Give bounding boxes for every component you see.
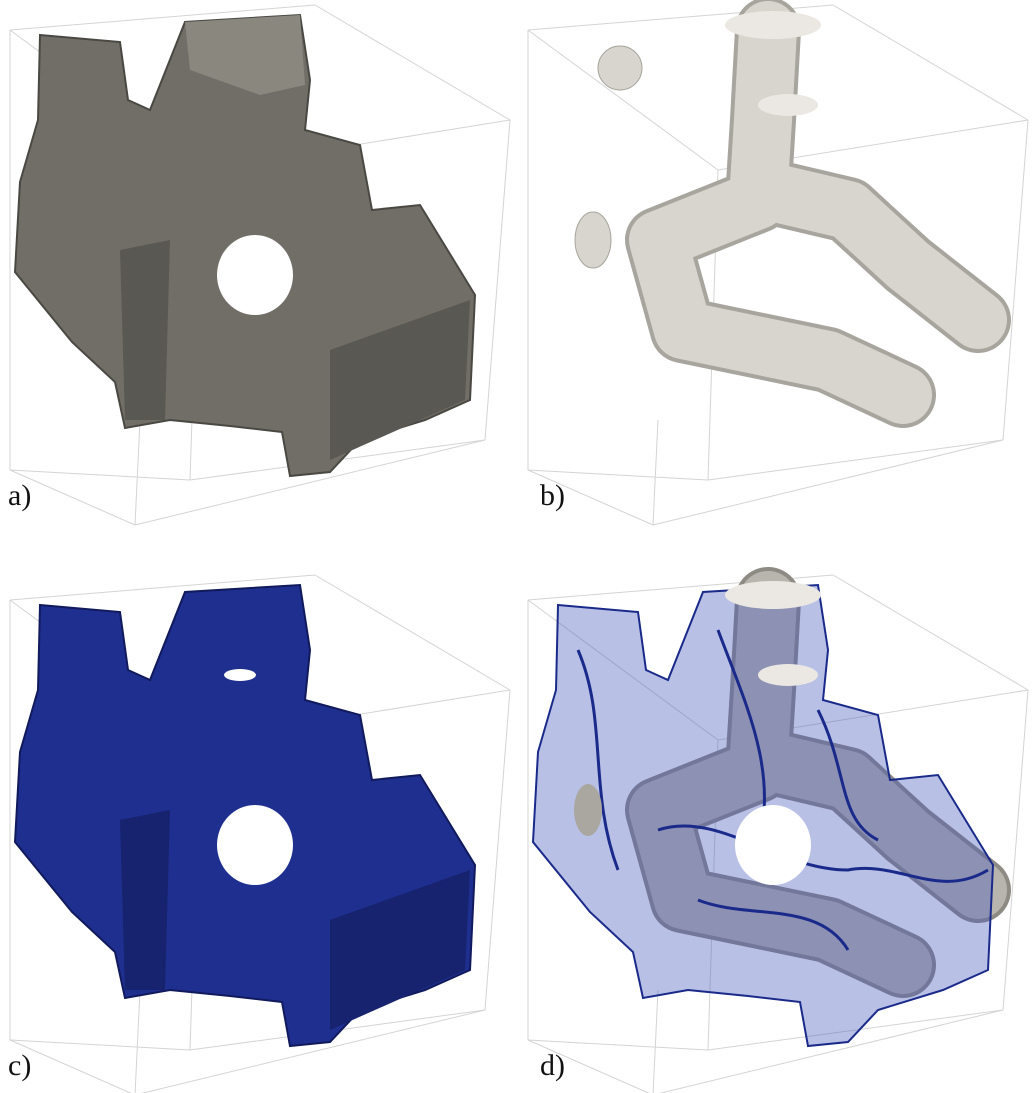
hole <box>217 235 293 315</box>
figure: a) b) c) d) <box>0 0 1036 1093</box>
panel-a: a) <box>8 5 510 525</box>
hole <box>224 669 256 681</box>
hole <box>735 805 811 885</box>
panel-label: a) <box>8 479 31 512</box>
pore-network <box>658 30 978 395</box>
pore-cap <box>758 94 818 116</box>
panel-b: b) <box>528 5 1028 525</box>
pore-cap <box>725 581 821 609</box>
isolated-pore <box>598 46 642 90</box>
page: a) b) c) d) (() => { <box>0 0 1036 1093</box>
panel-label: c) <box>8 1049 31 1082</box>
isolated-pore <box>575 212 611 268</box>
panel-label: d) <box>540 1049 565 1082</box>
hole <box>217 805 293 885</box>
panel-c: c) <box>8 575 510 1093</box>
panel-label: b) <box>540 479 565 512</box>
pore-cap <box>758 664 818 686</box>
pore-cap <box>725 11 821 39</box>
pore-cap <box>574 784 602 836</box>
panel-d: d) <box>528 575 1028 1093</box>
